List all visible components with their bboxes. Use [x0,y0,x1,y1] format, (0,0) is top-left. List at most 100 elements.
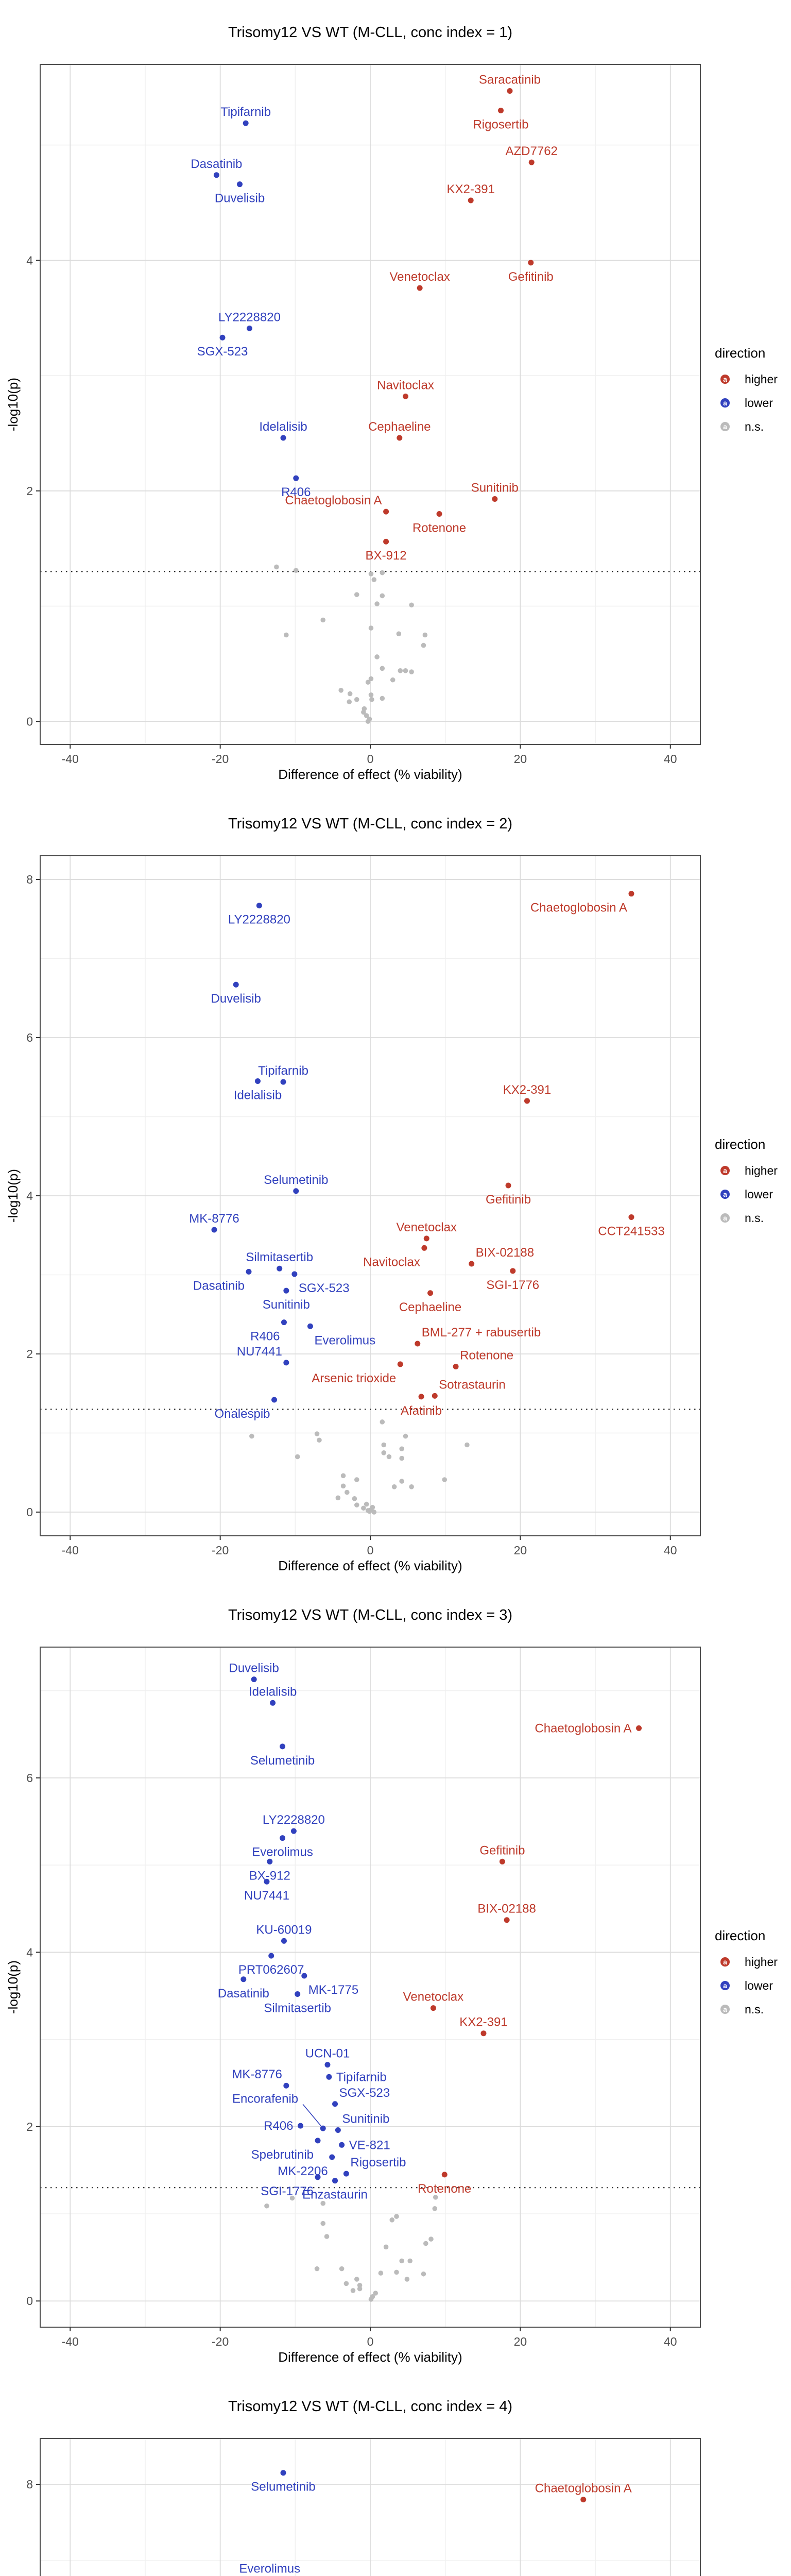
ns-point [320,2200,326,2206]
labeled-points [211,891,634,1403]
data-point [432,1393,438,1399]
ns-point [347,699,352,705]
data-point [335,2127,341,2133]
data-point [418,1394,424,1400]
ns-point [320,617,326,623]
data-point [320,2125,326,2131]
point-label: Duvelisib [229,1662,279,1675]
point-label: Venetoclax [397,1221,457,1234]
data-point [453,1364,459,1370]
point-label: Rigosertib [350,2156,406,2170]
data-point [332,2178,338,2184]
ns-points [274,564,428,724]
ns-point [381,1450,387,1455]
x-axis-title: Difference of effect (% viability) [278,767,462,782]
point-label: Navitoclax [377,378,434,392]
point-label: BX-912 [249,1869,290,1883]
axes: -40 -20 0 20 40 0 2 4 [26,253,677,766]
legend-title: direction [715,1928,765,1943]
data-point [580,2497,587,2503]
point-label: Sunitinib [342,2112,389,2126]
ns-point [284,632,289,638]
point-label: Tipifarnib [336,2070,387,2084]
ns-point [274,564,279,570]
point-label: MK-8776 [189,1212,239,1226]
x-tick-label: 20 [514,1544,527,1557]
ns-point [368,692,374,698]
data-point [268,1953,274,1959]
ns-point [354,1477,359,1482]
legend-key-ns-icon [720,422,730,431]
point-label: LY2228820 [218,310,281,324]
point-label: Idelalisib [249,1685,297,1699]
point-label: Chaetoglobosin A [535,2482,632,2496]
x-tick-label: 0 [367,752,374,766]
data-point [240,1976,247,1982]
point-label: Enzastaurin [302,2188,368,2202]
ns-point [364,713,369,718]
data-point [636,1725,642,1731]
gridlines [40,2438,700,2576]
ns-point [354,2277,359,2282]
data-point [441,2172,448,2178]
point-label: Navitoclax [363,1255,420,1269]
ns-point [399,1446,404,1451]
ns-point [368,625,374,631]
legend-key-letter: a [723,1190,727,1198]
axes: -40 -20 0 20 40 0 2 4 6 8 [26,873,677,1557]
y-axis-title: -log10(p) [5,378,21,431]
volcano-plot-svg-2: Chaetoglobosin A LY2228820 Duvelisib Idelal… [5,816,778,1573]
data-point [430,2005,436,2011]
data-point [243,120,249,126]
legend-key-higher-icon [720,1166,730,1175]
point-label: Selumetinib [250,1754,315,1768]
data-point [383,538,389,545]
data-point [628,1214,634,1220]
ns-point [383,2244,389,2250]
point-label: Dasatinib [191,157,242,171]
data-point [524,1098,530,1104]
point-label: KX2-391 [447,182,495,196]
legend-key-lower-icon [720,398,730,408]
data-point [251,1676,257,1683]
ns-point [396,631,402,637]
legend-key-ns-icon [720,2005,730,2014]
data-point [290,1828,297,1834]
y-tick-label: 4 [26,1189,33,1202]
data-point [315,2174,321,2180]
legend-item-label: n.s. [745,2003,764,2016]
x-tick-label: 40 [664,2335,677,2348]
data-point [280,1079,286,1085]
point-label: Everolimus [314,1333,375,1347]
data-point [339,2142,345,2148]
point-label: R406 [264,2119,293,2133]
data-point [291,1271,298,1277]
x-axis-title: Difference of effect (% viability) [278,2349,462,2365]
ns-point [374,654,380,659]
x-tick-label: -20 [212,2335,229,2348]
data-point [324,2062,331,2068]
axes: -40 -20 0 20 40 0 2 4 6 [26,1771,677,2348]
data-point [480,2030,487,2037]
ns-point [380,696,385,701]
ns-point [361,1505,366,1511]
ns-points [249,1419,470,1515]
volcano-plot-3: Duvelisib Idelalisib Chaetoglobosin A Selum… [0,1583,791,2374]
legend-key-letter: a [723,1166,727,1175]
plot-title: Trisomy12 VS WT (M-CLL, conc index = 1) [228,24,512,41]
data-point [415,1341,421,1347]
data-point [264,1878,270,1885]
point-label: Sotrastaurin [439,1378,505,1392]
x-tick-label: -20 [212,1544,229,1557]
data-point [211,1227,217,1233]
ns-point [343,2281,349,2286]
ns-point [403,1433,408,1439]
ns-point [365,680,371,685]
data-point [270,1700,276,1706]
legend: direction a higher a lower a n.s. [715,1928,778,2016]
ns-point [391,1484,397,1489]
point-label: Sunitinib [263,1298,310,1312]
